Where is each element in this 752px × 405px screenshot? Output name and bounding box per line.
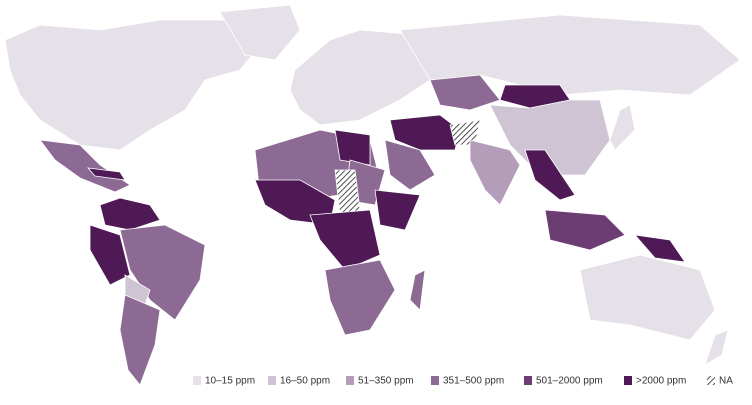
legend-swatch — [346, 376, 354, 385]
southeast-asia — [524, 149, 576, 201]
india — [469, 139, 521, 206]
legend-label: NA — [719, 376, 733, 387]
caribbean — [87, 167, 126, 181]
legend-swatch — [624, 376, 632, 385]
legend-label: >2000 ppm — [636, 376, 686, 387]
argentina-chile — [119, 294, 161, 386]
indonesia — [544, 209, 626, 251]
legend-swatch — [431, 376, 439, 385]
japan — [609, 104, 636, 151]
legend: 10–15 ppm 16–50 ppm 51–350 ppm 351–500 ppm 5… — [193, 376, 733, 387]
venezuela-colombia — [99, 197, 161, 231]
legend-swatch — [707, 376, 715, 385]
legend-label: 16–50 ppm — [280, 376, 330, 387]
kazakhstan — [429, 74, 501, 111]
brazil — [119, 224, 206, 321]
ethiopia — [374, 189, 421, 231]
south-sudan — [334, 169, 361, 216]
mexico-central-america — [39, 139, 131, 193]
iran-iraq — [389, 114, 461, 151]
legend-label: 51–350 ppm — [358, 376, 414, 387]
legend-label: 351–500 ppm — [443, 376, 504, 387]
legend-swatch — [193, 376, 201, 385]
saudi-arabia — [384, 139, 436, 191]
central-africa — [309, 209, 381, 271]
australia — [579, 254, 716, 341]
country-regions — [4, 4, 741, 386]
new-zealand — [704, 329, 729, 366]
legend-swatch — [524, 376, 532, 385]
legend-label: 501–2000 ppm — [536, 376, 603, 387]
peru — [89, 224, 131, 286]
papua-new-guinea — [633, 234, 686, 263]
europe — [289, 29, 431, 126]
southern-africa — [324, 259, 396, 336]
north-america — [4, 19, 261, 151]
greenland — [219, 4, 301, 61]
egypt — [334, 129, 371, 166]
legend-label: 10–15 ppm — [205, 376, 255, 387]
legend-swatch — [268, 376, 276, 385]
madagascar — [409, 269, 426, 311]
